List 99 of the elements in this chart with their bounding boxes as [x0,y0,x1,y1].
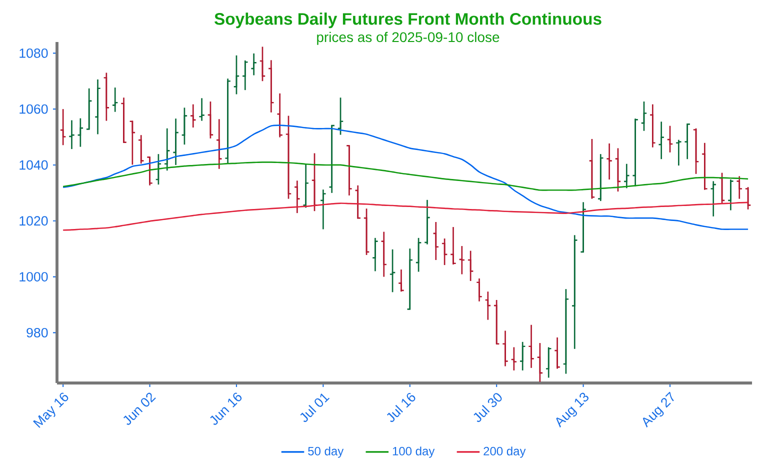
candlestick [710,180,717,218]
legend-label: 200 day [484,446,526,458]
candlestick [77,118,84,148]
candlestick [172,118,180,166]
candlestick [536,342,544,383]
x-tick-label: Aug 27 [642,392,674,428]
candlestick [268,59,274,114]
candlestick [450,226,457,266]
candlestick [718,172,726,204]
candlestick [424,199,430,246]
y-tick-label: 1040 [20,160,48,170]
candlestick [580,201,587,253]
chart-title: Soybeans Daily Futures Front Month Continuous [214,12,602,28]
candlestick [250,52,258,76]
candlestick [337,96,344,136]
x-tick-label: Jul 16 [386,392,416,422]
candlestick [545,346,552,378]
candlestick [476,278,483,302]
y-tick-label: 1080 [20,48,48,58]
candlestick [207,100,214,140]
candlestick [380,231,388,278]
candlestick [502,330,509,367]
candlestick [640,100,648,132]
candlestick [181,107,188,146]
candlestick [632,118,639,187]
y-tick-label: 980 [26,328,48,338]
candlestick [120,96,128,144]
x-tick-label: Jul 30 [474,393,502,422]
candlestick [155,153,162,186]
candlestick [406,248,414,310]
candlestick [354,184,362,220]
line-series [62,202,749,231]
candlestick [198,98,206,122]
candlestick [554,336,561,370]
candlestick [519,341,526,372]
x-tick-label: May 16 [33,392,68,428]
candlestick [744,186,752,210]
candlestick [112,86,118,113]
candlestick [363,208,370,256]
candlestick [528,324,535,369]
y-tick-label: 1020 [20,216,48,226]
candlestick [484,290,492,320]
x-tick-label: Jun 16 [210,392,242,425]
candlestick [432,221,440,261]
candlestick [467,250,474,282]
candlestick [311,152,318,212]
candlestick [398,268,404,292]
candlestick [94,78,102,135]
candlestick [138,134,144,164]
x-tick-label: Jul 01 [300,394,330,422]
candlestick [190,104,196,128]
candlestick [588,138,596,200]
candlestick [224,78,232,164]
candlestick [701,142,708,191]
candlestick [606,142,613,180]
candlestick [658,120,665,160]
candlestick [441,238,448,266]
candlestick [727,178,734,211]
candlestick [259,46,266,82]
candlestick [103,72,110,122]
candlestick [164,128,170,172]
candlestick [675,139,682,166]
candlestick [614,148,622,192]
candlestick [493,299,500,345]
legend-label: 50 day [308,446,344,458]
line-series [62,124,749,230]
y-tick-label: 1000 [20,272,48,282]
chart-subtitle: prices as of 2025-09-10 close [317,32,500,45]
candlestick [562,288,570,374]
candlestick [684,122,691,160]
candlestick [328,124,336,194]
candlestick [216,118,222,170]
candlestick [666,125,674,154]
candlestick [294,180,300,214]
line-series [62,161,749,191]
candlestick [597,153,604,202]
x-tick-label: Aug 13 [556,392,588,428]
candlestick [320,188,326,230]
legend-label: 100 day [392,446,435,458]
candlestick [623,163,630,189]
candlestick [346,145,352,196]
candlestick [242,60,248,91]
candlestick [389,248,396,293]
candlestick [86,88,92,130]
candlestick [60,108,66,146]
candlestick [285,115,292,200]
candlestick [129,120,136,166]
candlestick [649,104,656,148]
candlestick [302,163,310,208]
candlestick [233,54,240,95]
candlestick [372,237,378,272]
y-tick-label: 1060 [20,104,48,114]
candlestick [736,175,743,200]
candlestick [415,237,422,272]
candlestick [146,156,154,186]
candlestick [571,234,578,350]
x-tick-label: Jun 02 [123,392,156,425]
candlestick [692,128,700,175]
candlestick [276,92,284,138]
